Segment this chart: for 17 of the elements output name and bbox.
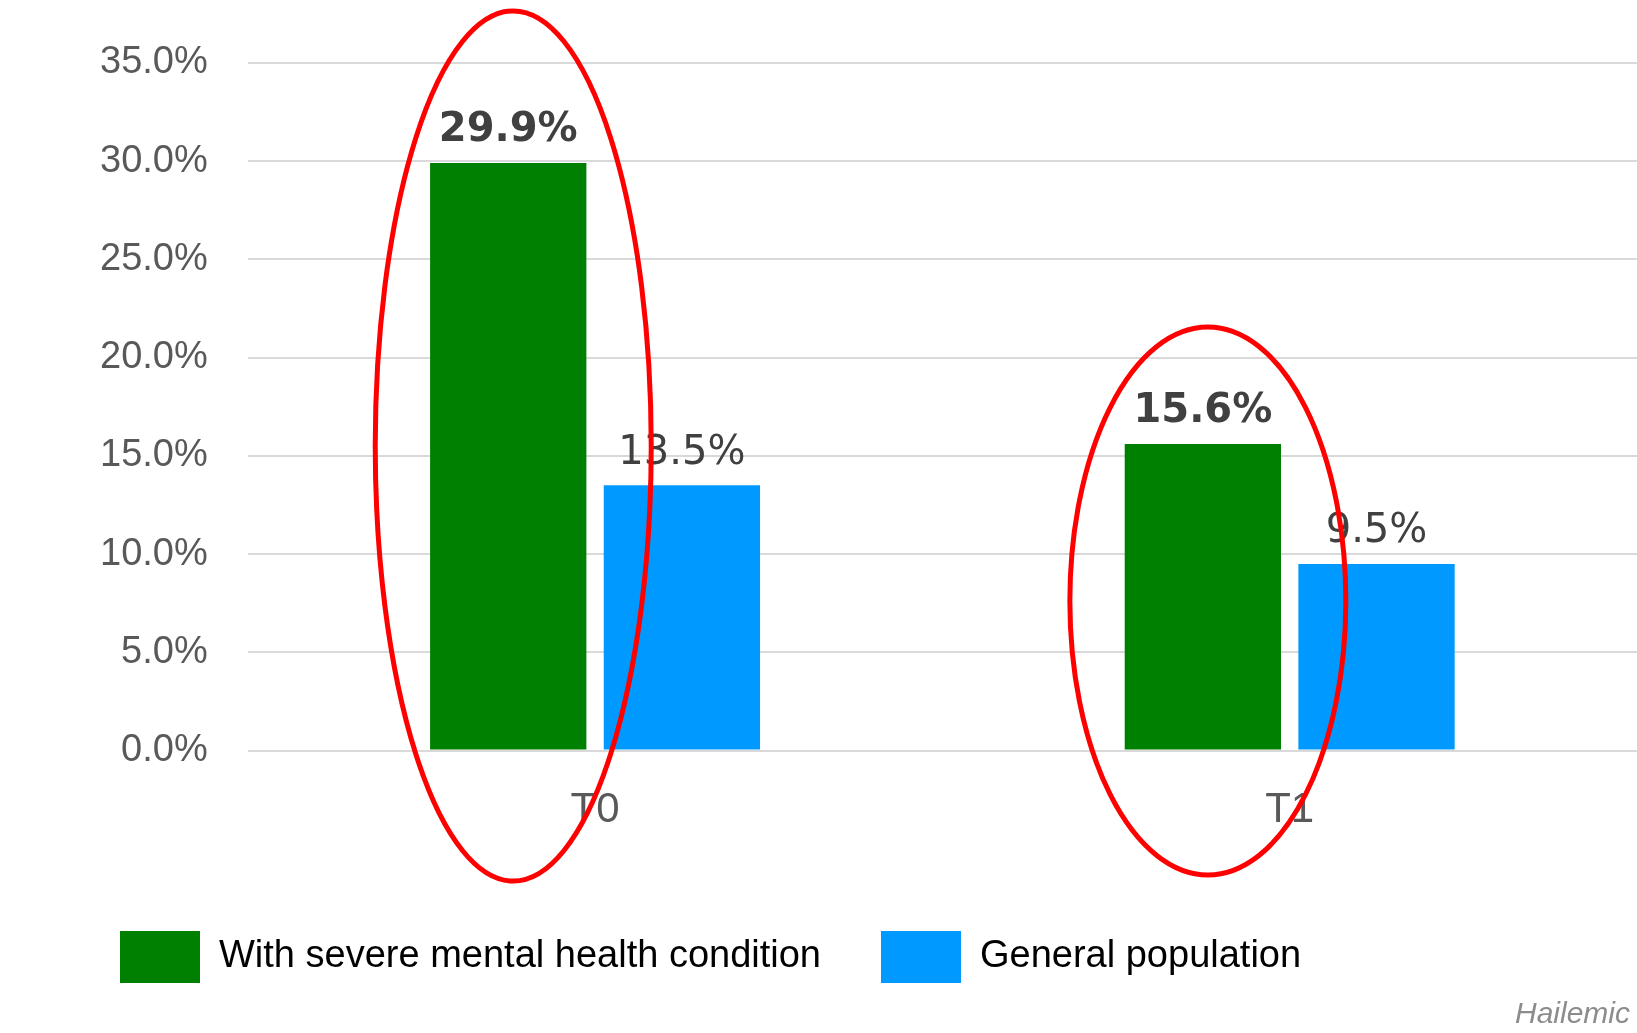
y-tick-label: 20.0%	[100, 334, 208, 377]
bar	[430, 163, 587, 750]
y-tick-label: 15.0%	[100, 432, 208, 475]
legend-label: With severe mental health condition	[219, 933, 821, 976]
bar	[603, 485, 761, 750]
y-tick-label: 5.0%	[121, 628, 208, 671]
data-label: 29.9%	[438, 104, 578, 151]
y-tick-label: 10.0%	[100, 530, 208, 573]
legend-label: General population	[979, 933, 1302, 976]
y-tick-label: 0.0%	[121, 727, 208, 770]
bar	[1298, 563, 1455, 750]
y-tick-label: 35.0%	[100, 39, 208, 82]
data-label: 15.6%	[1133, 385, 1273, 432]
y-tick-label: 30.0%	[100, 137, 208, 180]
text: Hailemic	[1514, 996, 1630, 1030]
y-tick-label: 25.0%	[100, 235, 208, 278]
bar	[1124, 444, 1281, 750]
